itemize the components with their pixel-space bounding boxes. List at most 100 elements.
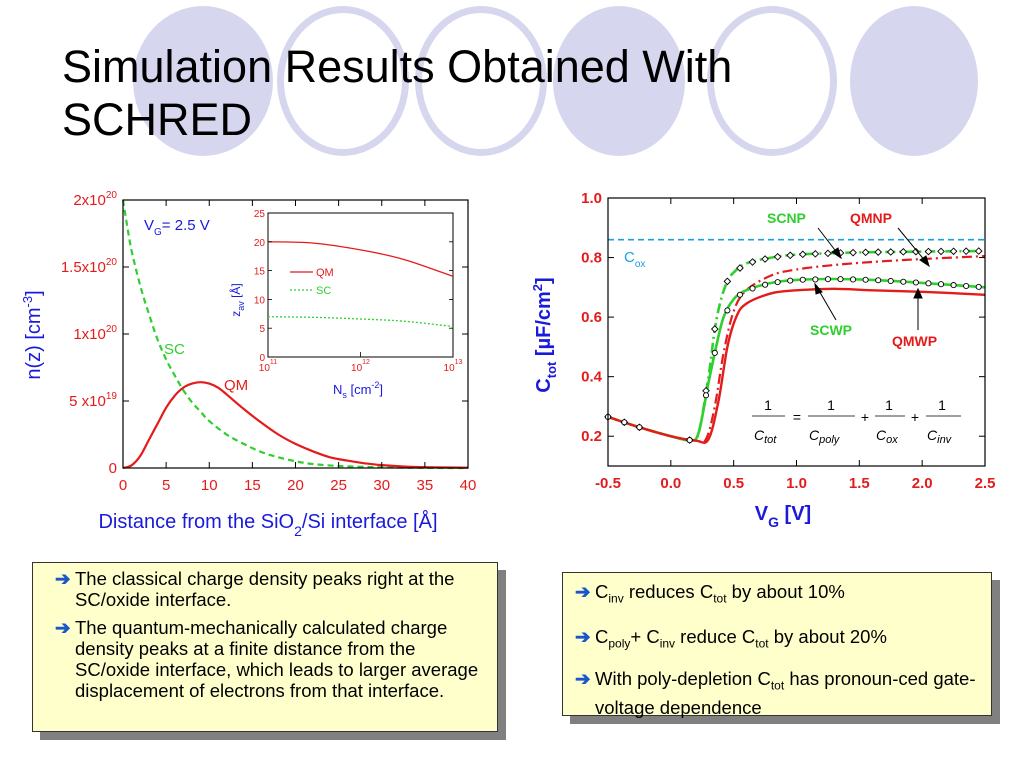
inset-x-tick-label: 1013	[444, 359, 463, 374]
right-x-tick-labels: -0.5 0.0 0.5 1.0 1.5 2.0 2.5	[595, 475, 995, 492]
scwp-data-point	[850, 276, 857, 283]
inset-y-tick-label: 5	[259, 324, 265, 335]
decor-circle-4	[553, 6, 685, 156]
inset-curves	[267, 241, 454, 328]
svg-text:=: =	[793, 409, 801, 425]
right-y-tick-label: 1.0	[581, 190, 602, 207]
scwp-data-point	[787, 277, 794, 284]
scnp-data-point	[811, 249, 820, 258]
bullet-arrow-icon: ➔	[575, 581, 591, 602]
decor-circle-1	[133, 6, 273, 156]
capacitance-formula: 1 Ctot = 1 Cpoly + 1 Cox + 1 Cinv	[752, 397, 961, 446]
right-plot-frame	[607, 197, 986, 467]
left-curves	[121, 199, 469, 470]
decor-circle-6	[850, 6, 978, 156]
inset-frame-ticks	[267, 212, 454, 358]
scnp-data-point	[974, 247, 983, 255]
vg-annotation: VG= 2.5 V	[144, 217, 210, 238]
decor-circle-5	[707, 6, 837, 156]
scwp-data-point	[636, 424, 643, 431]
inset-ylabel: zav [Å]	[228, 283, 246, 317]
scnp-data-point	[937, 247, 945, 256]
inset-background	[267, 212, 454, 358]
scnp-data-point	[899, 247, 908, 256]
scwp-data-point	[925, 280, 932, 287]
qm-density-curve	[122, 381, 469, 470]
scnp-data-point	[824, 249, 832, 258]
right-frame-ticks	[607, 197, 986, 466]
scwp-data-point	[762, 281, 769, 288]
right-x-tick-label: 0.0	[660, 475, 681, 492]
scwp-data-point	[837, 276, 844, 283]
scwp-data-point	[774, 279, 781, 286]
right-note-3: ➔ With poly-depletion Ctot has pronoun-c…	[575, 668, 976, 719]
inset-y-tick-label: 15	[254, 267, 266, 278]
inset-legend-qm: QM	[316, 267, 334, 279]
scwp-data-point	[711, 349, 718, 356]
scwp-data-point	[824, 276, 831, 283]
bullet-arrow-icon: ➔	[55, 568, 71, 589]
scnp-data-point	[912, 247, 920, 256]
left-x-tick-label: 5	[162, 477, 170, 494]
inset-y-tick-label: 25	[254, 209, 266, 220]
inset-chart: 0 5 10 15 20 25 1011 1012 1013 zav [Å] Ns [cm-2…	[228, 209, 463, 400]
right-x-tick-label: 1.5	[849, 475, 870, 492]
svg-text:+: +	[861, 409, 869, 425]
left-x-tick-label: 0	[119, 477, 127, 494]
left-xlabel: Distance from the SiO2/Si interface [Å]	[98, 510, 437, 539]
scwp-data-point	[963, 282, 970, 290]
scwp-data-point	[621, 419, 628, 426]
right-xlabel: VG [V]	[755, 503, 811, 530]
right-note-1: ➔ Cinv reduces Ctot by about 10%	[575, 581, 845, 606]
scnp-data-point	[924, 247, 933, 256]
label-pointer-arrows	[814, 227, 930, 330]
scwp-data-point	[950, 282, 957, 289]
svg-text:1: 1	[764, 397, 772, 413]
left-ylabel: n(z) [cm-3]	[20, 290, 45, 379]
left-y-tick-label: 1.5x1020	[61, 257, 118, 276]
inset-y-tick-labels: 0 5 10 15 20 25	[254, 209, 266, 364]
right-x-tick-label: 1.0	[786, 475, 807, 492]
scnp-data-point	[786, 251, 795, 260]
svg-text:1: 1	[827, 397, 835, 413]
right-y-tick-label: 0.2	[581, 428, 602, 445]
left-x-tick-label: 30	[373, 477, 390, 494]
left-note-1-text: The classical charge density peaks right…	[75, 568, 455, 610]
scwp-data-point	[736, 291, 744, 298]
left-note-1: ➔ The classical charge density peaks rig…	[55, 568, 487, 610]
scnp-data-point	[886, 248, 895, 256]
right-x-tick-label: 2.0	[912, 475, 933, 492]
scwp-data-point	[799, 276, 806, 283]
slide-title: Simulation Results Obtained With SCHRED	[62, 40, 822, 146]
left-x-tick-label: 20	[287, 477, 304, 494]
inset-qm-curve	[267, 241, 454, 278]
scwp-data-point	[862, 276, 869, 283]
cox-label: Cox	[624, 249, 645, 270]
scwp-data-point	[975, 283, 982, 290]
right-y-tick-label: 0.4	[581, 369, 603, 386]
right-notes-box: ➔ Cinv reduces Ctot by about 10% ➔ Cpoly…	[562, 572, 992, 719]
scnp-data-point	[874, 248, 883, 256]
inset-legend-sc: SC	[316, 285, 331, 297]
scnp-data-point	[761, 255, 769, 263]
title-line-2: SCHRED	[62, 94, 253, 145]
scnp-data-point	[949, 247, 958, 256]
decor-circle-2	[277, 6, 409, 156]
inset-x-tick-label: 1012	[351, 359, 370, 374]
scnp-data-point	[736, 264, 744, 272]
left-x-tick-label: 25	[330, 477, 347, 494]
qmwp-label: QMWP	[892, 333, 937, 349]
sc-density-curve	[121, 199, 469, 470]
qm-curve-label: QM	[224, 377, 248, 394]
scnp-data-point	[723, 277, 732, 286]
inset-sc-curve	[267, 316, 454, 328]
scnp-data-point	[710, 325, 719, 333]
bullet-arrow-icon: ➔	[575, 668, 591, 690]
right-ylabel: Ctot [µF/cm2]	[530, 277, 559, 392]
scnp-data-point	[849, 248, 857, 257]
inset-y-tick-label: 10	[254, 295, 266, 306]
scwp-data-point	[912, 279, 919, 286]
left-x-tick-label: 10	[201, 477, 218, 494]
right-note-2: ➔ Cpoly+ Cinv reduce Ctot by about 20%	[575, 625, 887, 651]
decor-circle-3	[415, 6, 547, 156]
